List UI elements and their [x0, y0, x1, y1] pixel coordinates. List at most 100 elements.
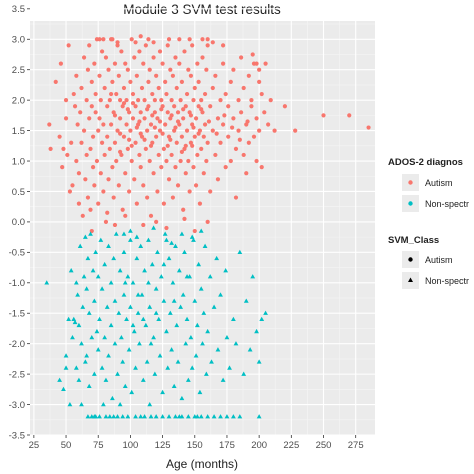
data-point-autism — [96, 128, 101, 133]
data-point-autism — [130, 101, 136, 106]
data-point-autism — [164, 158, 169, 164]
data-point-autism — [188, 113, 194, 118]
data-point-autism — [88, 146, 93, 151]
data-point-autism — [220, 122, 226, 127]
data-point-non-spectrum — [175, 359, 181, 364]
data-point-non-spectrum — [207, 274, 213, 279]
data-point-autism — [90, 165, 96, 170]
data-point-autism — [169, 98, 174, 103]
data-point-non-spectrum — [152, 371, 158, 376]
data-point-non-spectrum — [184, 274, 190, 279]
y-tick-label: -0.5 — [9, 248, 25, 259]
data-point-autism — [159, 165, 164, 170]
data-point-autism — [159, 98, 164, 103]
data-point-autism — [177, 61, 182, 66]
data-point-autism — [87, 43, 92, 48]
data-point-autism — [92, 183, 97, 188]
data-point-autism — [173, 125, 178, 130]
data-point-non-spectrum — [188, 334, 194, 340]
data-point-autism — [190, 143, 195, 148]
data-point-autism — [160, 131, 165, 136]
data-point-autism — [181, 107, 186, 112]
data-point-non-spectrum — [121, 249, 127, 255]
data-point-autism — [164, 225, 169, 231]
data-point-non-spectrum — [214, 255, 220, 261]
data-point-autism — [124, 122, 129, 127]
data-point-autism — [156, 85, 161, 91]
data-point-autism — [204, 158, 209, 164]
data-point-non-spectrum — [128, 304, 133, 309]
x-tick-label: 175 — [219, 440, 235, 451]
data-point-non-spectrum — [63, 365, 69, 370]
data-point-non-spectrum — [139, 292, 145, 297]
data-point-autism — [65, 152, 70, 158]
data-point-autism — [101, 37, 106, 42]
data-point-non-spectrum — [94, 328, 100, 334]
data-point-non-spectrum — [259, 316, 265, 322]
data-point-autism — [190, 43, 195, 48]
data-point-autism — [236, 98, 241, 103]
data-point-non-spectrum — [171, 383, 177, 388]
data-point-autism — [147, 158, 152, 164]
data-point-non-spectrum — [117, 401, 123, 407]
data-point-non-spectrum — [158, 274, 164, 279]
data-point-autism — [88, 207, 93, 212]
x-tick-label: 200 — [251, 440, 267, 451]
data-point-non-spectrum — [125, 414, 131, 419]
data-point-non-spectrum — [185, 414, 191, 419]
data-point-autism — [128, 128, 133, 133]
data-point-autism — [132, 177, 137, 182]
data-point-non-spectrum — [194, 414, 200, 419]
data-point-autism — [134, 125, 139, 130]
data-point-non-spectrum — [193, 353, 199, 358]
data-point-autism — [175, 110, 181, 115]
data-point-autism — [85, 195, 91, 200]
data-point-non-spectrum — [70, 334, 75, 340]
data-point-non-spectrum — [151, 225, 156, 230]
data-point-autism — [66, 43, 71, 48]
data-point-autism — [146, 37, 151, 42]
data-point-autism — [174, 140, 179, 145]
data-point-autism — [163, 79, 168, 84]
x-tick-label: 50 — [61, 440, 72, 451]
data-point-non-spectrum — [93, 249, 99, 255]
data-point-autism — [183, 143, 188, 148]
data-point-non-spectrum — [211, 304, 217, 309]
data-point-non-spectrum — [170, 280, 176, 285]
data-point-autism — [157, 119, 163, 124]
data-point-autism — [196, 79, 201, 84]
data-point-autism — [74, 73, 79, 78]
legend-svm-non-spectrum-label: Non-spectr — [425, 276, 469, 286]
data-point-non-spectrum — [73, 280, 79, 285]
data-point-non-spectrum — [203, 371, 209, 376]
data-point-non-spectrum — [148, 341, 154, 346]
data-point-autism — [53, 79, 58, 84]
data-point-non-spectrum — [100, 401, 106, 407]
data-point-autism — [148, 213, 154, 218]
data-point-autism — [257, 79, 262, 84]
data-point-autism — [151, 171, 156, 176]
data-point-autism — [152, 110, 157, 115]
data-point-autism — [154, 134, 159, 139]
data-point-autism — [200, 37, 205, 42]
legend-svm-autism-marker — [408, 257, 413, 262]
data-point-non-spectrum — [135, 310, 141, 315]
data-point-autism — [245, 119, 250, 124]
legend-svm-autism-label: Autism — [425, 255, 453, 265]
legend-diagnosis-title: ADOS-2 diagnos — [388, 157, 463, 168]
data-point-autism — [103, 55, 109, 60]
data-point-non-spectrum — [108, 322, 114, 328]
data-point-autism — [213, 152, 218, 158]
data-point-autism — [121, 101, 127, 106]
data-point-autism — [161, 146, 166, 151]
data-point-autism — [205, 140, 210, 145]
data-point-non-spectrum — [98, 237, 104, 242]
data-point-autism — [151, 40, 156, 45]
data-point-non-spectrum — [182, 249, 187, 255]
data-point-non-spectrum — [176, 414, 182, 419]
data-point-non-spectrum — [223, 268, 229, 273]
data-point-autism — [99, 49, 105, 54]
x-tick-label: 150 — [187, 440, 203, 451]
data-point-non-spectrum — [146, 280, 151, 285]
y-tick-label: 2.5 — [12, 65, 25, 76]
